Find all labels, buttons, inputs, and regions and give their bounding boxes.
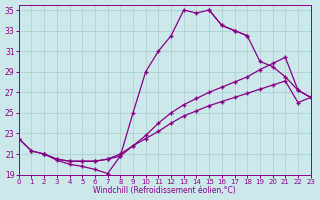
X-axis label: Windchill (Refroidissement éolien,°C): Windchill (Refroidissement éolien,°C)	[93, 186, 236, 195]
